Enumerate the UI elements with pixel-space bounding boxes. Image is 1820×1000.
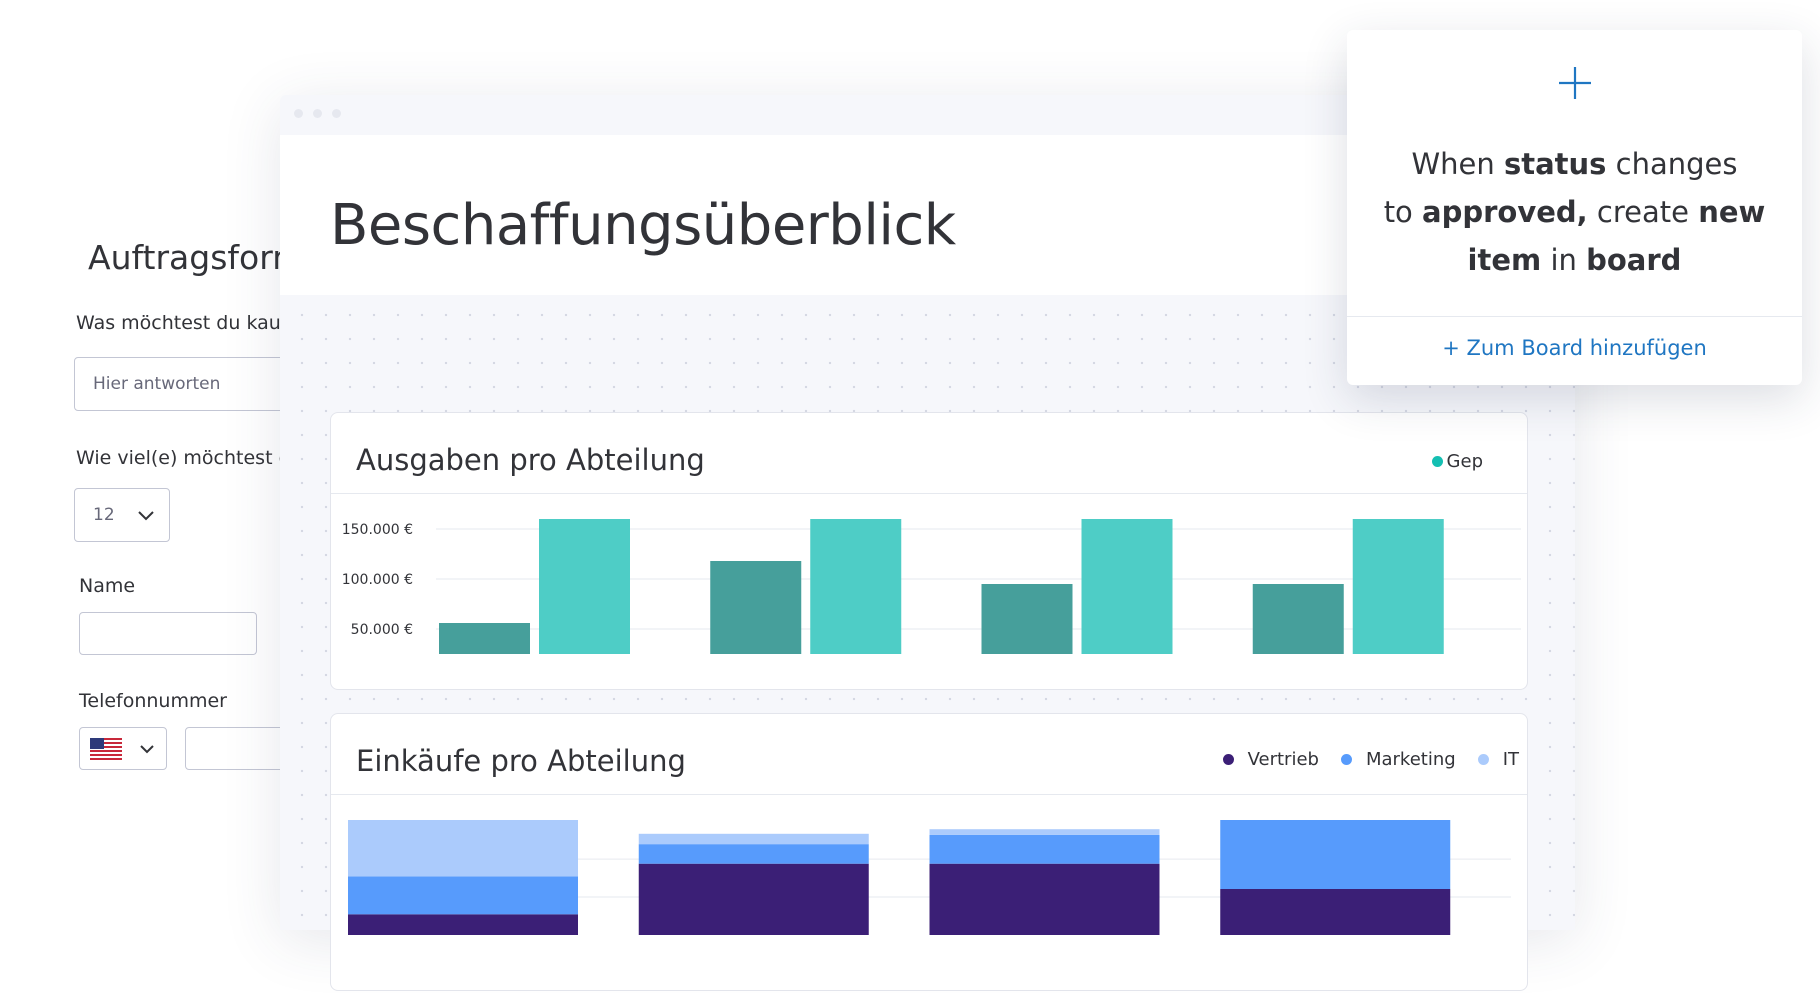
plus-icon[interactable] xyxy=(1557,65,1593,101)
recipe-line-3: item in board xyxy=(1367,236,1782,284)
purchases-chart-header: Einkäufe pro Abteilung Vertrieb Marketing… xyxy=(331,714,1527,795)
legend-dot xyxy=(1222,754,1234,765)
recipe-keyword: approved, xyxy=(1422,195,1588,229)
legend-label: Vertrieb xyxy=(1247,749,1319,770)
window-dot xyxy=(294,109,303,118)
y-tick-label: 50.000 € xyxy=(351,622,413,638)
legend-dot xyxy=(1477,754,1489,765)
bar xyxy=(439,623,530,654)
stack-segment-marketing xyxy=(348,876,578,915)
spend-bar-chart: 150.000 € 100.000 € 50.000 € xyxy=(342,519,1521,654)
bar xyxy=(981,584,1073,654)
quantity-select[interactable]: 12 xyxy=(74,488,170,542)
bar xyxy=(1081,519,1173,654)
legend-dot xyxy=(1431,456,1443,467)
recipe-text: changes xyxy=(1606,147,1738,181)
chevron-down-icon xyxy=(138,511,154,521)
window-controls xyxy=(294,109,341,118)
spend-chart-header: Ausgaben pro Abteilung Gep xyxy=(331,413,1527,494)
stack-segment-it xyxy=(348,820,578,877)
recipe-text: create xyxy=(1587,195,1699,229)
recipe-text: in xyxy=(1541,243,1587,277)
stack-segment-vertrieb xyxy=(929,863,1160,935)
popup-divider xyxy=(1347,316,1802,317)
spend-chart-card: Ausgaben pro Abteilung Gep 150.000 € 100.… xyxy=(330,412,1528,690)
y-tick-label: 100.000 € xyxy=(342,572,413,588)
quantity-value: 12 xyxy=(93,505,115,525)
recipe-keyword: board xyxy=(1586,243,1682,277)
q2-label: Wie viel(e) möchtest du? xyxy=(76,447,313,469)
spend-chart-title: Ausgaben pro Abteilung xyxy=(356,443,705,477)
automation-popup: When status changes to approved, create … xyxy=(1347,30,1802,385)
window-dot xyxy=(313,109,322,118)
spend-chart-legend: Gep xyxy=(1431,451,1483,472)
legend-item-vertrieb: Vertrieb xyxy=(1222,749,1319,770)
dashboard-body: Ausgaben pro Abteilung Gep 150.000 € 100.… xyxy=(280,295,1575,991)
us-flag-icon xyxy=(90,737,122,760)
add-to-board-link[interactable]: + Zum Board hinzufügen xyxy=(1442,336,1707,360)
stack-segment-it xyxy=(929,829,1160,835)
stack-segment-marketing xyxy=(1220,820,1451,889)
stack-segment-it xyxy=(638,833,869,845)
recipe-line-1: When status changes xyxy=(1367,140,1782,188)
recipe-keyword: status xyxy=(1503,147,1607,181)
legend-item-it: IT xyxy=(1477,749,1519,770)
name-label: Name xyxy=(79,575,136,597)
recipe-keyword: new xyxy=(1698,195,1766,229)
legend-label: Marketing xyxy=(1365,749,1456,770)
stack-segment-vertrieb xyxy=(348,914,578,935)
purchases-chart-title: Einkäufe pro Abteilung xyxy=(356,744,686,778)
stack-segment-vertrieb xyxy=(638,863,869,935)
legend-dot xyxy=(1340,754,1352,765)
recipe-text: When xyxy=(1411,147,1504,181)
recipe-keyword: item xyxy=(1467,243,1542,277)
recipe-text: to xyxy=(1383,195,1423,229)
automation-recipe: When status changes to approved, create … xyxy=(1367,140,1782,284)
phone-label: Telefonnummer xyxy=(79,690,227,712)
stack-segment-marketing xyxy=(638,844,869,864)
legend-label: Gep xyxy=(1446,451,1483,472)
purchases-chart-card: Einkäufe pro Abteilung Vertrieb Marketing… xyxy=(330,713,1528,991)
q1-label: Was möchtest du kaufen? xyxy=(76,312,322,334)
q1-placeholder: Hier antworten xyxy=(93,374,221,394)
stack-segment-marketing xyxy=(929,834,1160,864)
bar xyxy=(1252,584,1344,654)
y-tick-label: 150.000 € xyxy=(342,522,413,538)
recipe-line-2: to approved, create new xyxy=(1367,188,1782,236)
purchases-chart-legend: Vertrieb Marketing IT xyxy=(1201,749,1519,770)
window-dot xyxy=(332,109,341,118)
bar xyxy=(1352,519,1444,654)
bar xyxy=(539,519,630,654)
phone-country-select[interactable] xyxy=(79,727,167,770)
legend-item-marketing: Marketing xyxy=(1340,749,1456,770)
page-title: Beschaffungsüberblick xyxy=(330,193,956,258)
bar xyxy=(810,519,902,654)
purchases-stacked-chart xyxy=(348,820,1511,935)
stack-segment-vertrieb xyxy=(1220,889,1451,935)
bar xyxy=(710,561,802,654)
chevron-down-icon xyxy=(140,744,154,753)
name-input[interactable] xyxy=(79,612,257,655)
legend-label: IT xyxy=(1502,749,1519,770)
